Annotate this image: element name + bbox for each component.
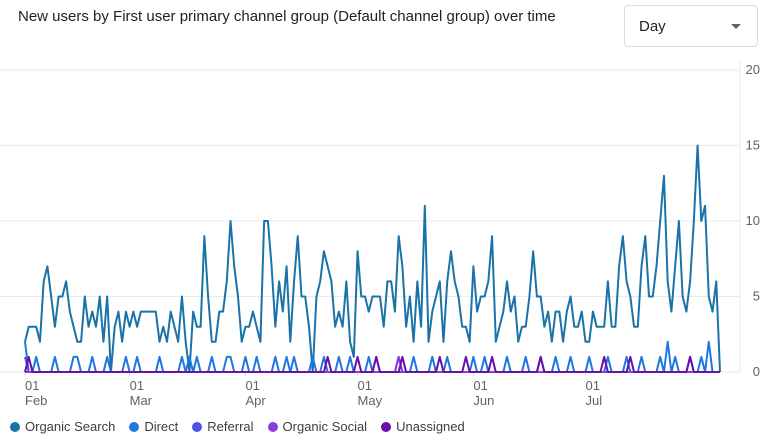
series-line-direct[interactable] — [24, 340, 720, 373]
granularity-value: Day — [639, 17, 666, 35]
legend-item-direct[interactable]: Direct — [129, 419, 178, 434]
y-tick-label: 20 — [746, 62, 760, 77]
chart-area: 0 5 10 15 20 01 Feb 01 Mar 01 Apr 01 May 01 Jun 01 Jul — [0, 60, 775, 415]
legend-dot-icon — [192, 421, 203, 432]
series-line-organic-search[interactable] — [24, 144, 721, 373]
x-tick-label-day: 01 — [130, 378, 144, 393]
x-tick-label-month: May — [358, 393, 383, 408]
series-line-unassigned[interactable] — [24, 355, 720, 373]
x-tick-label-month: Apr — [245, 393, 266, 408]
legend-label: Organic Social — [282, 419, 368, 434]
x-tick-label-day: 01 — [585, 378, 599, 393]
legend-item-referral[interactable]: Referral — [192, 419, 254, 434]
y-tick-label: 5 — [753, 289, 760, 304]
legend-item-unassigned[interactable]: Unassigned — [381, 419, 465, 434]
legend-dot-icon — [381, 421, 392, 432]
chart-legend: Organic Search Direct Referral Organic Soci… — [10, 419, 479, 434]
legend-item-organic-social[interactable]: Organic Social — [267, 419, 368, 434]
chart-title: New users by First user primary channel … — [18, 8, 556, 25]
granularity-dropdown[interactable]: Day — [624, 5, 758, 47]
x-tick-label-month: Mar — [130, 393, 153, 408]
legend-label: Referral — [207, 419, 254, 434]
x-tick-label-day: 01 — [358, 378, 372, 393]
x-tick-label-day: 01 — [245, 378, 259, 393]
x-tick-label-day: 01 — [25, 378, 39, 393]
legend-dot-icon — [267, 421, 278, 432]
y-tick-label: 15 — [746, 138, 760, 153]
legend-label: Direct — [144, 419, 179, 434]
chevron-down-icon — [731, 23, 741, 29]
legend-dot-icon — [10, 421, 20, 432]
x-tick-label-month: Jun — [473, 393, 494, 408]
legend-item-organic-search[interactable]: Organic Search — [10, 419, 115, 434]
legend-label: Organic Search — [25, 419, 116, 434]
x-tick-label-month: Jul — [585, 393, 602, 408]
y-tick-label: 0 — [753, 364, 760, 379]
legend-dot-icon — [129, 421, 140, 432]
x-tick-label-month: Feb — [25, 393, 47, 408]
y-tick-label: 10 — [746, 213, 760, 228]
legend-label: Unassigned — [396, 419, 465, 434]
x-tick-label-day: 01 — [473, 378, 487, 393]
